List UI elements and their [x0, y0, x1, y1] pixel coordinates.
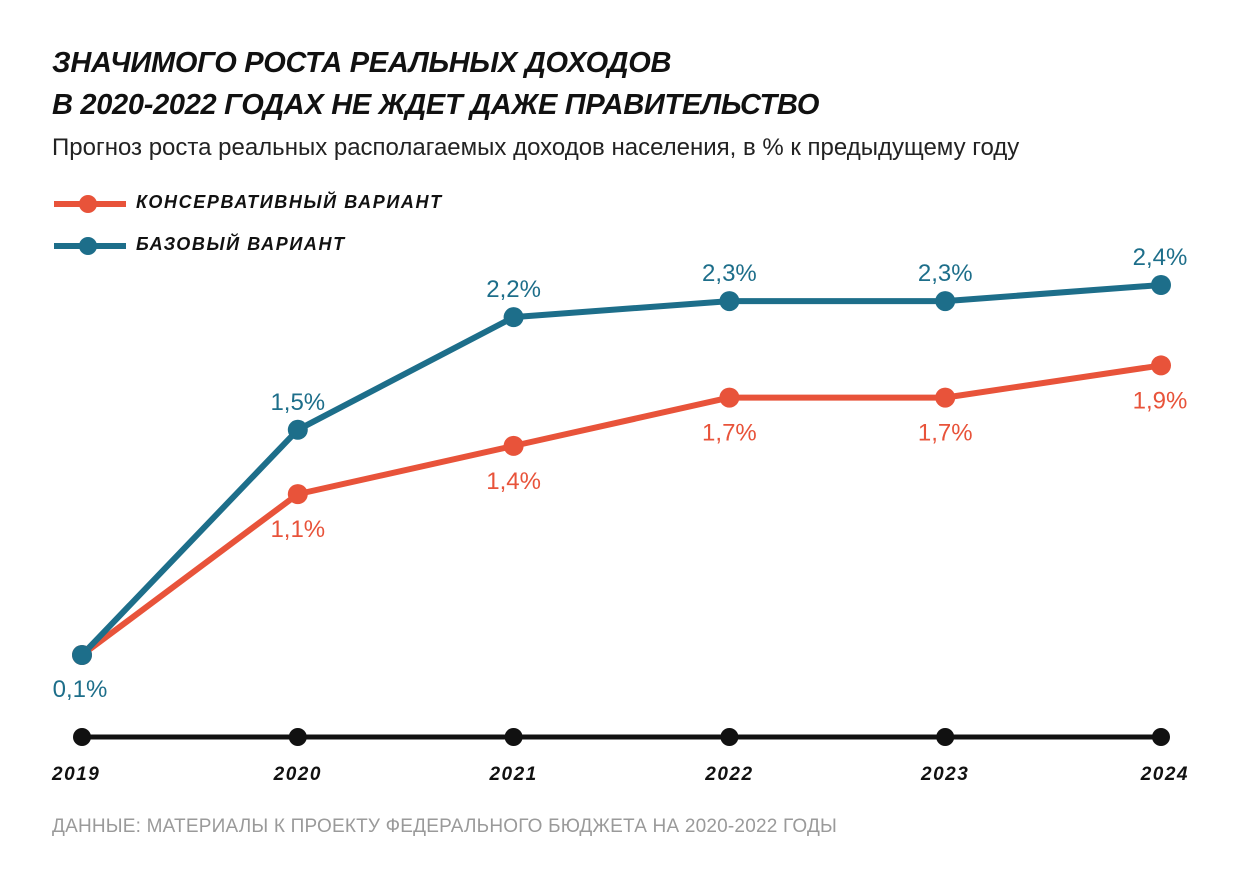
chart-subtitle: Прогноз роста реальных располагаемых дох… — [52, 134, 1020, 161]
chart-title: ЗНАЧИМОГО РОСТА РЕАЛЬНЫХ ДОХОДОВ В 2020-… — [52, 42, 819, 126]
x-tick-label-2023: 2023 — [920, 764, 969, 785]
point-conservative-2023 — [935, 387, 956, 408]
chart-title-line-2: В 2020-2022 ГОДАХ НЕ ЖДЕТ ДАЖЕ ПРАВИТЕЛЬ… — [52, 89, 820, 121]
x-axis-dot-2023 — [936, 728, 955, 746]
x-axis-dot-2021 — [504, 728, 523, 746]
x-axis-dot-2020 — [288, 728, 307, 746]
point-base-2022 — [719, 291, 740, 312]
source-note: ДАННЫЕ: МАТЕРИАЛЫ К ПРОЕКТУ ФЕДЕРАЛЬНОГО… — [52, 816, 838, 837]
data-label-base-2021: 2,2% — [486, 276, 541, 303]
chart-title-line-1: ЗНАЧИМОГО РОСТА РЕАЛЬНЫХ ДОХОДОВ — [52, 47, 672, 79]
point-base-2020 — [287, 419, 308, 440]
series-line-conservative — [79, 362, 1164, 658]
x-tick-label-2024: 2024 — [1140, 764, 1189, 785]
point-conservative-2021 — [503, 435, 524, 456]
x-axis-dot-2022 — [720, 728, 739, 746]
point-base-2024 — [1151, 275, 1171, 295]
point-base-2019 — [72, 645, 92, 665]
data-label-base-2022: 2,3% — [702, 260, 757, 287]
data-label-conservative-2020: 1,1% — [270, 516, 325, 543]
x-tick-label-2020: 2020 — [273, 764, 322, 785]
data-label-base-2023: 2,3% — [918, 260, 973, 287]
x-tick-label-2022: 2022 — [704, 764, 753, 785]
x-axis-dot-2019 — [73, 728, 91, 746]
data-label-conservative-2021: 1,4% — [486, 468, 541, 495]
point-base-2023 — [935, 291, 956, 312]
data-label-base-2019: 0,1% — [53, 676, 108, 703]
series-line-base — [79, 282, 1164, 658]
legend-swatch-base — [54, 237, 126, 255]
data-label-conservative-2024: 1,9% — [1133, 387, 1188, 414]
legend-swatch-conservative — [54, 195, 126, 213]
data-label-conservative-2023: 1,7% — [918, 420, 973, 447]
point-base-2021 — [503, 307, 524, 328]
data-label-base-2020: 1,5% — [270, 389, 325, 416]
point-conservative-2020 — [287, 484, 308, 505]
point-conservative-2022 — [719, 387, 740, 408]
point-conservative-2024 — [1151, 355, 1171, 376]
legend-label-base: БАЗОВЫЙ ВАРИАНТ — [136, 234, 346, 254]
x-axis-dot-2024 — [1152, 728, 1170, 746]
data-label-base-2024: 2,4% — [1133, 244, 1188, 271]
legend-label-conservative: КОНСЕРВАТИВНЫЙ ВАРИАНТ — [136, 192, 443, 212]
x-tick-label-2021: 2021 — [488, 764, 537, 785]
data-label-conservative-2022: 1,7% — [702, 420, 757, 447]
x-tick-label-2019: 2019 — [51, 764, 100, 785]
